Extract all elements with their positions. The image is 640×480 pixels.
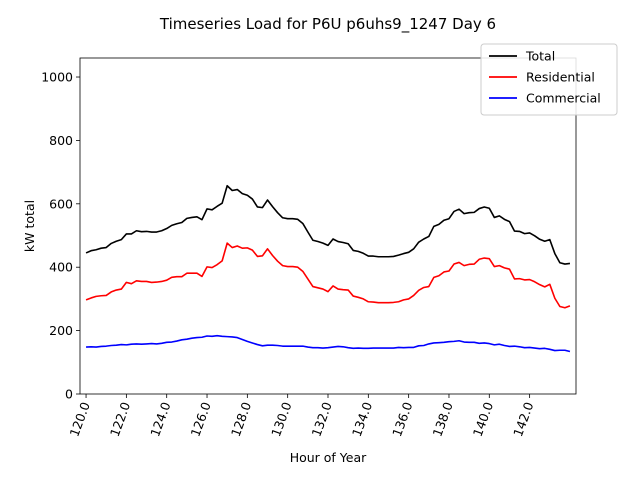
x-tick-label: 132.0 [308,400,334,439]
x-tick-label: 130.0 [268,400,294,439]
x-tick-label: 120.0 [67,400,93,439]
y-axis-label: kW total [22,200,37,252]
legend-label-total: Total [525,49,555,64]
y-axis-ticks: 0 200 400 600 800 1000 [41,70,80,402]
legend-label-residential: Residential [526,70,595,85]
x-tick-label: 124.0 [147,400,173,439]
series-line-total [85,184,571,265]
y-tick-label: 0 [65,387,73,402]
chart-title: Timeseries Load for P6U p6uhs9_1247 Day … [159,15,496,34]
x-tick-label: 136.0 [389,400,415,439]
x-tick-label: 126.0 [188,400,214,439]
series-lines [85,184,571,353]
x-axis-ticks: 120.0 122.0 124.0 126.0 128.0 130.0 132.0 134.0… [67,394,536,439]
series-line-commercial [85,334,571,353]
x-tick-label: 134.0 [349,400,375,439]
y-tick-label: 600 [49,196,73,211]
x-tick-label: 138.0 [429,400,455,439]
plot-frame [79,57,577,395]
legend-label-commercial: Commercial [526,91,601,106]
y-tick-label: 400 [49,260,73,275]
x-tick-label: 140.0 [470,400,496,439]
y-tick-label: 200 [49,323,73,338]
x-tick-label: 128.0 [228,400,254,439]
y-tick-label: 1000 [41,70,73,85]
x-axis-label: Hour of Year [290,450,367,465]
legend: Total Residential Commercial [480,43,618,116]
series-line-residential [85,242,571,309]
y-tick-label: 800 [49,133,73,148]
x-tick-label: 142.0 [510,400,536,439]
x-tick-label: 122.0 [107,400,133,439]
